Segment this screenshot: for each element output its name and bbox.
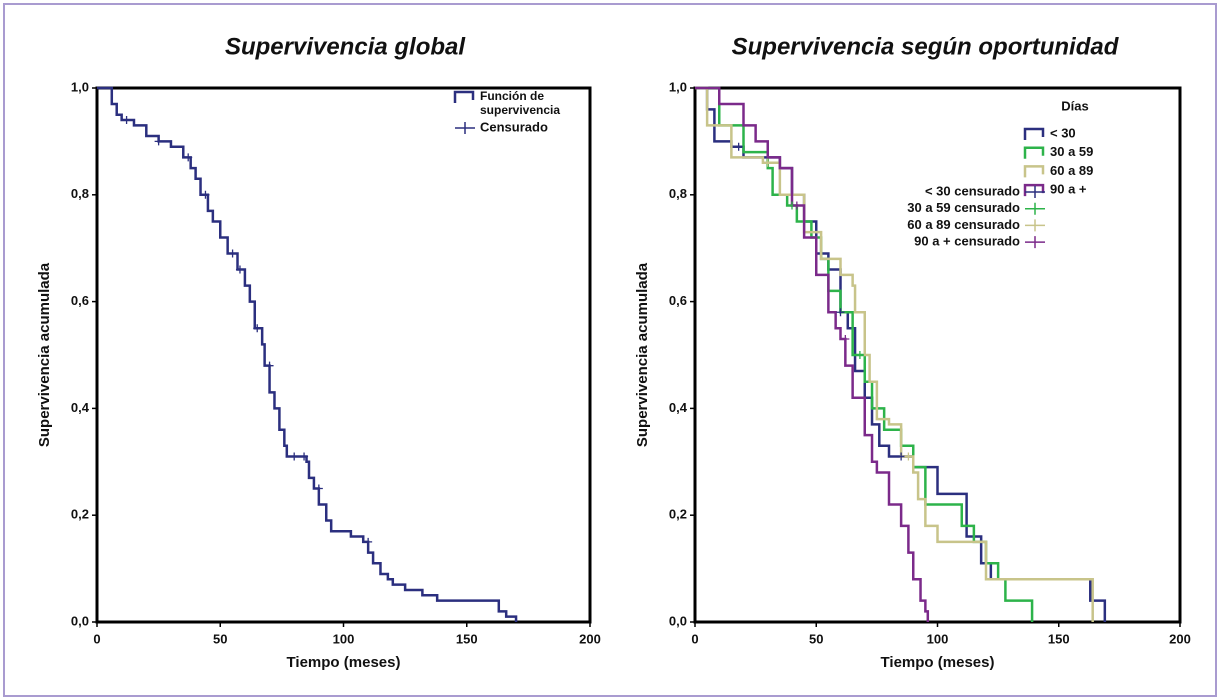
censor-mark	[290, 452, 299, 461]
censor-mark	[122, 116, 131, 125]
x-tick-label: 200	[1169, 631, 1191, 646]
legend-icon	[1023, 165, 1045, 178]
chart-title: Supervivencia según oportunidad	[732, 33, 1120, 60]
legend-icon	[1025, 202, 1045, 215]
censor-mark	[836, 308, 845, 317]
legend-label: 60 a 89 censurado	[907, 217, 1020, 232]
legend-label: 60 a 89	[1050, 163, 1093, 178]
legend-label: Función de supervivencia	[480, 89, 561, 117]
censor-mark	[763, 158, 772, 167]
legend-icon	[1025, 219, 1045, 232]
censor-mark	[855, 351, 864, 359]
censor-mark	[184, 153, 193, 162]
x-tick-label: 200	[579, 631, 601, 646]
legend-icon	[1023, 127, 1045, 140]
censor-mark	[300, 452, 309, 461]
censor-mark	[253, 324, 262, 333]
censor-mark	[897, 452, 906, 461]
legend-title: Días	[1061, 98, 1088, 113]
censor-mark	[904, 452, 913, 461]
legend-label: 30 a 59	[1050, 144, 1093, 159]
x-tick-label: 50	[809, 631, 823, 646]
legend-icon	[1025, 236, 1045, 249]
survival-line	[97, 86, 518, 622]
y-tick-label: 1,0	[71, 79, 89, 94]
legend-label: < 30	[1050, 125, 1076, 140]
x-tick-label: 50	[213, 631, 227, 646]
legend-label: Censurado	[480, 119, 548, 134]
legend-label: < 30 censurado	[925, 183, 1020, 198]
frame	[3, 3, 1217, 697]
censor-mark	[314, 484, 323, 493]
censor-mark	[792, 201, 801, 210]
legend-icon	[453, 90, 475, 103]
y-axis-label: Supervivencia acumulada	[634, 262, 651, 447]
censor-mark	[841, 334, 850, 343]
legend-icon	[1023, 146, 1045, 159]
legend-label: 90 a +	[1050, 182, 1087, 197]
y-tick-label: 0,0	[71, 613, 89, 628]
chart-title: Supervivencia global	[225, 33, 466, 60]
y-tick-label: 0,0	[669, 613, 687, 628]
censor-mark	[265, 361, 274, 370]
x-tick-label: 0	[93, 631, 100, 646]
y-tick-label: 0,2	[71, 507, 89, 522]
censor-mark	[201, 190, 210, 199]
legend-label: 30 a 59 censurado	[907, 200, 1020, 215]
censor-mark	[228, 249, 237, 258]
censor-mark	[364, 537, 373, 546]
legend-icon	[1023, 183, 1045, 197]
y-tick-label: 1,0	[669, 79, 687, 94]
legend-icon	[455, 122, 475, 134]
y-tick-label: 0,4	[669, 400, 688, 415]
y-tick-label: 0,2	[669, 507, 687, 522]
censor-mark	[734, 142, 743, 151]
y-tick-label: 0,6	[669, 293, 687, 308]
x-tick-label: 0	[691, 631, 698, 646]
x-tick-label: 150	[456, 631, 478, 646]
x-axis-label: Tiempo (meses)	[881, 654, 995, 671]
y-tick-label: 0,4	[71, 400, 90, 415]
censor-mark	[235, 265, 244, 274]
x-tick-label: 150	[1048, 631, 1070, 646]
y-tick-label: 0,6	[71, 293, 89, 308]
censor-mark	[154, 137, 163, 146]
legend-label: 90 a + censurado	[914, 234, 1020, 249]
y-tick-label: 0,8	[669, 186, 687, 201]
plot-frame	[693, 86, 1182, 624]
y-tick-label: 0,8	[71, 186, 89, 201]
legend-box: Función de supervivencia	[480, 89, 561, 117]
x-tick-label: 100	[333, 631, 355, 646]
legend-icon	[1025, 186, 1045, 198]
x-tick-label: 100	[927, 631, 949, 646]
x-axis-label: Tiempo (meses)	[287, 654, 401, 671]
y-axis-label: Supervivencia acumulada	[36, 262, 53, 447]
plot-frame	[95, 86, 592, 624]
